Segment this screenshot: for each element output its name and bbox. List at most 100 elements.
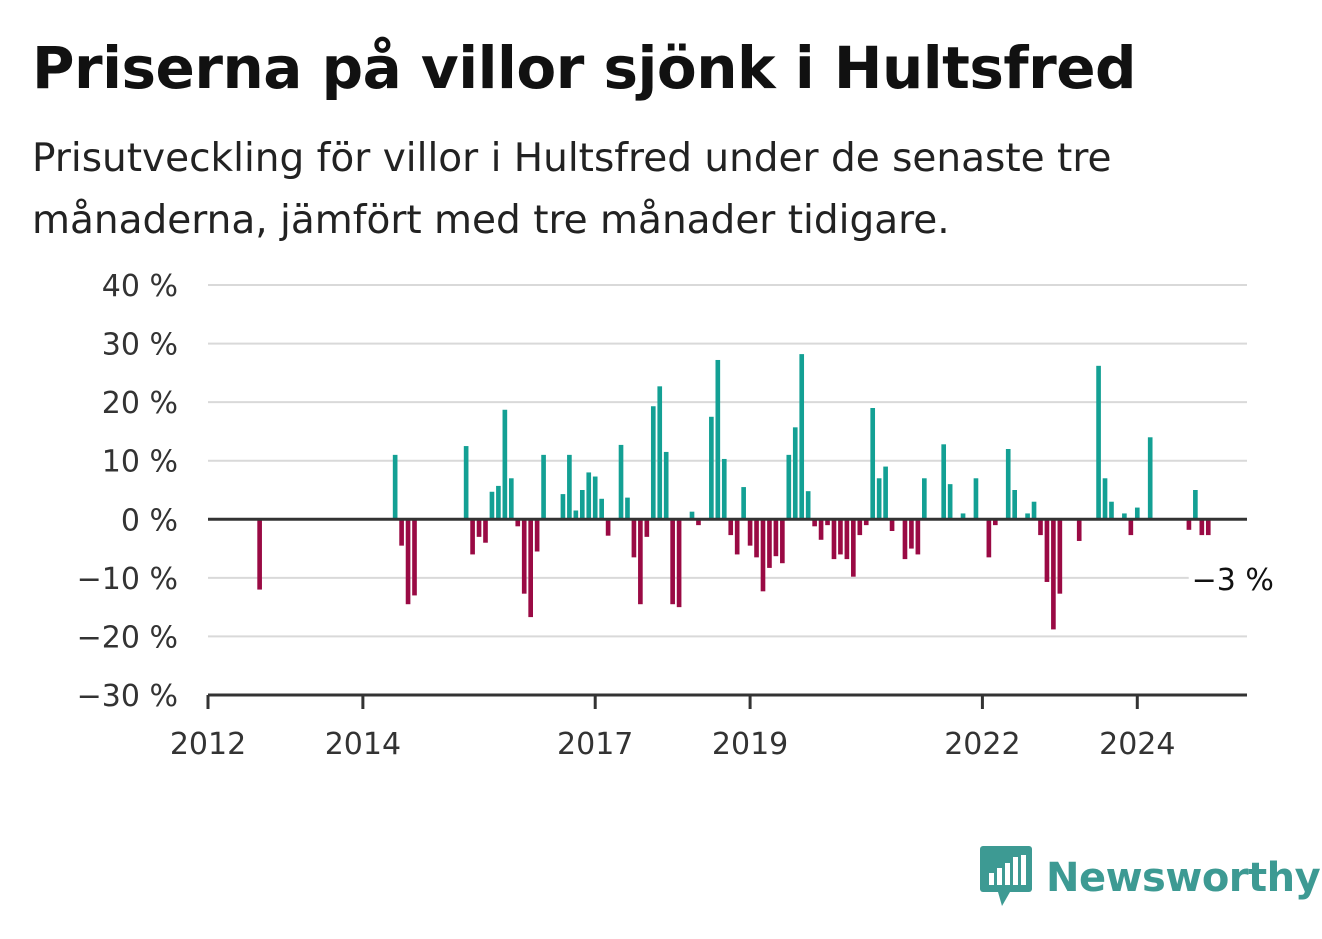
bar bbox=[760, 519, 766, 592]
bar bbox=[483, 519, 488, 543]
y-tick-label: −10 % bbox=[77, 562, 178, 597]
bar bbox=[534, 519, 540, 552]
bar bbox=[470, 519, 475, 555]
bar bbox=[780, 519, 785, 564]
bar bbox=[915, 519, 921, 555]
bar bbox=[812, 519, 817, 527]
bar bbox=[734, 519, 740, 555]
bar bbox=[709, 416, 714, 520]
bar bbox=[1134, 507, 1140, 520]
bar bbox=[844, 519, 850, 560]
annotation-background bbox=[1188, 559, 1277, 598]
bar bbox=[476, 519, 482, 537]
bar bbox=[1031, 501, 1037, 520]
bar bbox=[947, 484, 953, 520]
bar bbox=[883, 466, 888, 520]
y-tick-label: 20 % bbox=[102, 386, 178, 421]
bar bbox=[412, 519, 417, 596]
bar bbox=[805, 491, 811, 520]
bar bbox=[1025, 513, 1030, 520]
bar bbox=[728, 519, 734, 536]
bar bbox=[715, 359, 721, 520]
bar bbox=[1205, 519, 1211, 536]
grid-lines bbox=[208, 284, 1247, 638]
bar bbox=[986, 519, 992, 558]
bar bbox=[773, 519, 779, 557]
chart-title: Priserna på villor sjönk i Hultsfred bbox=[32, 34, 1137, 102]
bar bbox=[857, 519, 863, 536]
bar bbox=[992, 519, 998, 526]
bar bbox=[1038, 519, 1043, 536]
bar bbox=[663, 451, 669, 520]
x-tick-label: 2022 bbox=[944, 727, 1020, 762]
bar bbox=[1076, 519, 1082, 541]
bar bbox=[696, 519, 701, 526]
bar bbox=[1147, 437, 1153, 520]
bar bbox=[650, 406, 656, 520]
bar bbox=[502, 409, 508, 520]
bar bbox=[1057, 519, 1063, 594]
bar bbox=[257, 519, 262, 590]
x-tick-label: 2014 bbox=[325, 727, 401, 762]
bar bbox=[973, 478, 979, 520]
bars bbox=[257, 354, 1211, 630]
bar bbox=[392, 454, 398, 520]
bar bbox=[1044, 519, 1050, 582]
bar bbox=[1199, 519, 1205, 536]
bar bbox=[541, 454, 546, 520]
bar bbox=[496, 485, 501, 520]
bar bbox=[463, 446, 469, 520]
bar bbox=[863, 519, 869, 526]
bar bbox=[515, 519, 521, 527]
x-tick-label: 2012 bbox=[170, 727, 246, 762]
y-tick-label: 30 % bbox=[102, 328, 178, 363]
bar bbox=[838, 519, 843, 555]
bar bbox=[579, 490, 585, 520]
bar bbox=[922, 478, 927, 520]
bar bbox=[741, 487, 746, 520]
bar bbox=[399, 519, 404, 546]
brand-name: Newsworthy bbox=[1046, 855, 1321, 901]
bar bbox=[754, 519, 759, 558]
bar bbox=[941, 444, 947, 520]
bar bbox=[909, 519, 914, 549]
bar bbox=[586, 472, 592, 520]
x-tick-label: 2017 bbox=[557, 727, 633, 762]
bar-chart-icon bbox=[980, 846, 1032, 906]
bar bbox=[670, 519, 675, 605]
bar bbox=[489, 491, 495, 520]
y-tick-label: 40 % bbox=[102, 269, 178, 304]
bar bbox=[618, 444, 624, 520]
tick-labels: −30 % −20 % −10 % 0 % 10 % 20 % 30 % 40 % 2012 20… bbox=[77, 269, 1176, 762]
bar bbox=[902, 519, 908, 560]
bar bbox=[767, 519, 772, 568]
bar bbox=[889, 519, 895, 531]
bar bbox=[1102, 478, 1108, 520]
bar bbox=[1128, 519, 1134, 536]
bar bbox=[1012, 490, 1018, 520]
bar bbox=[560, 494, 566, 520]
bar bbox=[960, 513, 966, 520]
bar bbox=[605, 519, 611, 536]
newsworthy-logo: Newsworthy bbox=[980, 846, 1321, 910]
bar bbox=[1051, 519, 1056, 630]
x-tick-label: 2024 bbox=[1099, 727, 1175, 762]
bar bbox=[792, 427, 798, 520]
bar bbox=[870, 408, 876, 520]
chart-subtitle: Prisutveckling för villor i Hultsfred un… bbox=[32, 136, 1112, 243]
bar bbox=[1193, 490, 1198, 520]
bar bbox=[1186, 519, 1192, 530]
annotation: −3 % bbox=[1188, 559, 1277, 598]
bar bbox=[1122, 513, 1127, 520]
bar bbox=[825, 519, 830, 526]
y-tick-label: 0 % bbox=[121, 503, 178, 538]
bar bbox=[676, 519, 682, 608]
bar bbox=[831, 519, 837, 560]
bar bbox=[599, 498, 604, 520]
bar bbox=[689, 511, 695, 520]
x-tick-label: 2019 bbox=[712, 727, 788, 762]
bar bbox=[573, 510, 579, 520]
bar bbox=[851, 519, 856, 577]
bar bbox=[521, 519, 527, 594]
